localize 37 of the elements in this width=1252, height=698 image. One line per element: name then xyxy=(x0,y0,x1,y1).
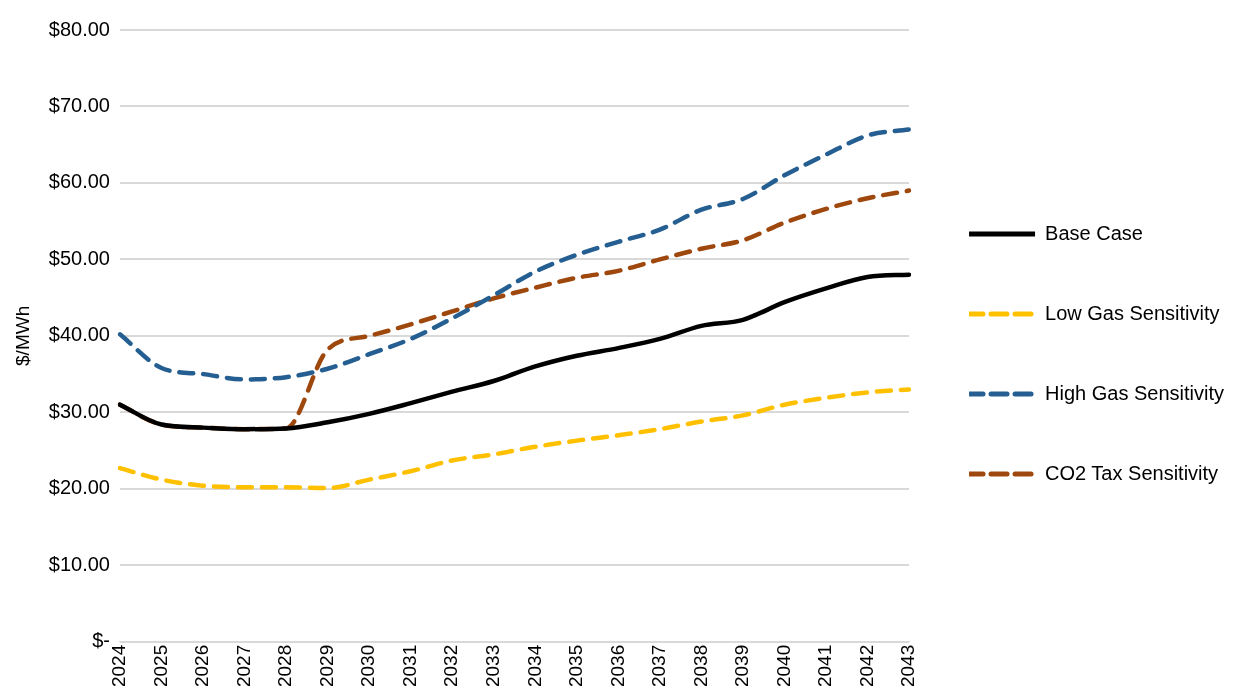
legend-label: Low Gas Sensitivity xyxy=(1045,301,1220,324)
y-tick-label: $40.00 xyxy=(48,323,110,346)
x-tick-label: 2024 xyxy=(108,644,130,688)
x-tick-label: 2026 xyxy=(191,644,213,688)
y-axis-title: $/MWh xyxy=(11,305,33,366)
x-tick-label: 2027 xyxy=(232,644,254,688)
y-tick-label: $50.00 xyxy=(48,246,110,269)
legend-label: CO2 Tax Sensitivity xyxy=(1045,461,1219,484)
legend-label: High Gas Sensitivity xyxy=(1045,381,1225,404)
x-tick-label: 2034 xyxy=(523,644,545,688)
x-tick-label: 2037 xyxy=(648,644,670,688)
y-tick-label: $30.00 xyxy=(48,399,110,422)
x-tick-label: 2043 xyxy=(897,644,919,688)
x-tick-label: 2042 xyxy=(855,644,877,688)
y-tick-label: $20.00 xyxy=(48,476,110,499)
legend-label: Base Case xyxy=(1045,221,1143,244)
line-series xyxy=(117,272,912,432)
x-tick-label: 2040 xyxy=(772,644,794,688)
x-tick-label: 2028 xyxy=(274,644,296,688)
x-tick-label: 2041 xyxy=(814,644,836,688)
x-tick-label: 2033 xyxy=(481,644,503,688)
line-series xyxy=(117,387,912,491)
x-tick-label: 2032 xyxy=(440,644,462,688)
x-tick-label: 2038 xyxy=(689,644,711,688)
y-tick-label: $60.00 xyxy=(48,170,110,193)
x-tick-label: 2031 xyxy=(398,644,420,688)
x-tick-label: 2030 xyxy=(357,644,379,688)
x-tick-label: 2039 xyxy=(731,644,753,688)
x-tick-label: 2029 xyxy=(315,644,337,688)
y-tick-label: $70.00 xyxy=(48,93,110,116)
x-tick-label: 2025 xyxy=(149,644,171,688)
y-tick-label: $10.00 xyxy=(48,552,110,575)
x-tick-label: 2035 xyxy=(565,644,587,688)
line-series xyxy=(117,127,912,382)
y-tick-label: $- xyxy=(92,629,110,652)
y-tick-label: $80.00 xyxy=(48,17,110,40)
x-tick-label: 2036 xyxy=(606,644,628,688)
